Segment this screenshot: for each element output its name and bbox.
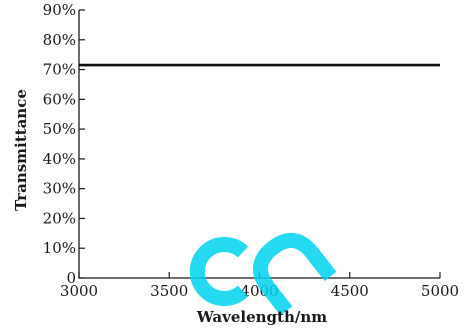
x-tick-label: 3500 [150, 282, 188, 300]
x-tick-label: 3000 [60, 282, 98, 300]
watermark-c-letter [189, 237, 249, 306]
watermark-n-letter [253, 233, 337, 316]
y-tick-label: 40% [43, 150, 76, 168]
y-tick-label: 20% [43, 209, 76, 227]
watermark-logo [189, 233, 337, 316]
y-tick-label: 30% [43, 180, 76, 198]
y-tick-label: 0 [66, 269, 76, 287]
y-tick-label: 90% [43, 1, 76, 19]
y-tick-label: 10% [43, 239, 76, 257]
y-tick-label: 60% [43, 90, 76, 108]
y-tick-label: 50% [43, 120, 76, 138]
x-axis-title: Wavelength/nm [196, 308, 327, 326]
x-tick-label: 4500 [331, 282, 369, 300]
y-axis-ticks: 0 10% 20% 30% 40% 50% 60% 70% 80% 90% [43, 1, 85, 287]
y-axis-title: Transmittance [12, 89, 30, 211]
x-tick-label: 5000 [421, 282, 459, 300]
y-tick-label: 80% [43, 31, 76, 49]
axes-frame [78, 10, 440, 279]
y-tick-label: 70% [43, 61, 76, 79]
